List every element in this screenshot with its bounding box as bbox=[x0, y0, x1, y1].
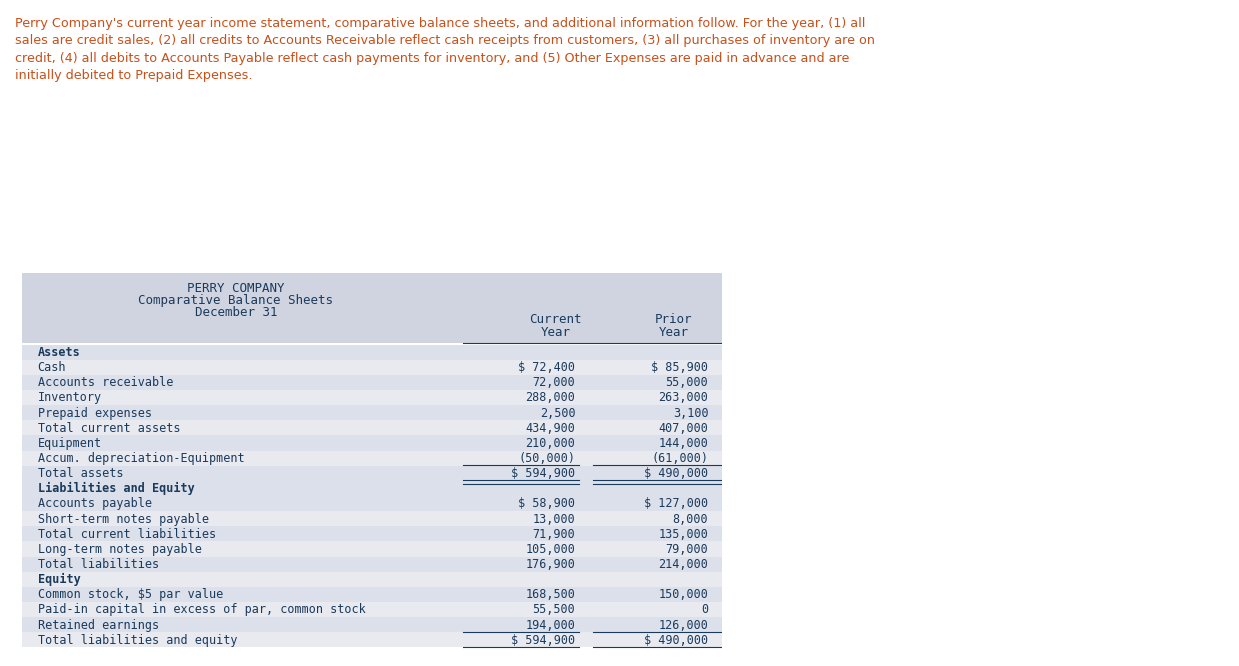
Text: Prepaid expenses: Prepaid expenses bbox=[37, 406, 151, 420]
Text: Paid-in capital in excess of par, common stock: Paid-in capital in excess of par, common… bbox=[37, 603, 366, 617]
Text: Total assets: Total assets bbox=[37, 467, 123, 480]
Bar bbox=[22, 526, 722, 541]
Bar bbox=[22, 390, 722, 405]
Text: Cash: Cash bbox=[37, 361, 66, 374]
Bar bbox=[22, 436, 722, 451]
Text: $ 85,900: $ 85,900 bbox=[652, 361, 709, 374]
Text: $ 594,900: $ 594,900 bbox=[512, 467, 575, 480]
Text: 126,000: 126,000 bbox=[658, 619, 709, 631]
Text: 288,000: 288,000 bbox=[525, 392, 575, 404]
Text: 407,000: 407,000 bbox=[658, 422, 709, 435]
Text: 194,000: 194,000 bbox=[525, 619, 575, 631]
Bar bbox=[22, 375, 722, 390]
Text: 263,000: 263,000 bbox=[658, 392, 709, 404]
Text: Comparative Balance Sheets: Comparative Balance Sheets bbox=[139, 294, 333, 307]
Bar bbox=[22, 405, 722, 420]
Bar bbox=[22, 451, 722, 466]
Bar bbox=[22, 632, 722, 647]
Text: 2,500: 2,500 bbox=[540, 406, 575, 420]
Bar bbox=[22, 466, 722, 481]
Text: Short-term notes payable: Short-term notes payable bbox=[37, 513, 208, 525]
Text: Year: Year bbox=[658, 326, 689, 340]
Text: Total liabilities and equity: Total liabilities and equity bbox=[37, 633, 237, 647]
Text: Liabilities and Equity: Liabilities and Equity bbox=[37, 482, 195, 496]
Text: Perry Company's current year income statement, comparative balance sheets, and a: Perry Company's current year income stat… bbox=[15, 17, 875, 82]
Text: Retained earnings: Retained earnings bbox=[37, 619, 159, 631]
Bar bbox=[22, 344, 722, 360]
Text: $ 490,000: $ 490,000 bbox=[644, 633, 709, 647]
Text: 168,500: 168,500 bbox=[525, 588, 575, 601]
Bar bbox=[22, 511, 722, 526]
Text: $ 127,000: $ 127,000 bbox=[644, 498, 709, 510]
Text: $ 72,400: $ 72,400 bbox=[518, 361, 575, 374]
Text: 71,900: 71,900 bbox=[533, 527, 575, 541]
Text: Common stock, $5 par value: Common stock, $5 par value bbox=[37, 588, 223, 601]
Bar bbox=[22, 360, 722, 375]
Text: 3,100: 3,100 bbox=[673, 406, 709, 420]
Text: PERRY COMPANY: PERRY COMPANY bbox=[187, 282, 285, 296]
Bar bbox=[22, 587, 722, 602]
Bar bbox=[22, 496, 722, 511]
Text: Assets: Assets bbox=[37, 346, 81, 359]
Text: 79,000: 79,000 bbox=[665, 543, 709, 556]
Text: Total current liabilities: Total current liabilities bbox=[37, 527, 216, 541]
Text: 210,000: 210,000 bbox=[525, 437, 575, 450]
Text: Equipment: Equipment bbox=[37, 437, 102, 450]
Text: 144,000: 144,000 bbox=[658, 437, 709, 450]
Text: 214,000: 214,000 bbox=[658, 558, 709, 571]
Text: Total current assets: Total current assets bbox=[37, 422, 180, 435]
Bar bbox=[22, 541, 722, 557]
Text: Prior: Prior bbox=[654, 313, 693, 326]
Text: (50,000): (50,000) bbox=[518, 452, 575, 465]
Text: 434,900: 434,900 bbox=[525, 422, 575, 435]
Bar bbox=[22, 481, 722, 496]
Text: 13,000: 13,000 bbox=[533, 513, 575, 525]
Bar bbox=[22, 617, 722, 632]
Bar bbox=[22, 602, 722, 617]
Text: 55,500: 55,500 bbox=[533, 603, 575, 617]
Text: $ 58,900: $ 58,900 bbox=[518, 498, 575, 510]
Text: Accounts payable: Accounts payable bbox=[37, 498, 151, 510]
Text: 176,900: 176,900 bbox=[525, 558, 575, 571]
Bar bbox=[22, 557, 722, 571]
Text: December 31: December 31 bbox=[195, 306, 278, 319]
Text: 0: 0 bbox=[701, 603, 709, 617]
Text: Year: Year bbox=[540, 326, 571, 340]
Text: $ 490,000: $ 490,000 bbox=[644, 467, 709, 480]
Bar bbox=[22, 571, 722, 587]
Text: Total liabilities: Total liabilities bbox=[37, 558, 159, 571]
Text: Current: Current bbox=[529, 313, 582, 326]
Text: 150,000: 150,000 bbox=[658, 588, 709, 601]
Text: (61,000): (61,000) bbox=[652, 452, 709, 465]
Text: 135,000: 135,000 bbox=[658, 527, 709, 541]
Text: Long-term notes payable: Long-term notes payable bbox=[37, 543, 202, 556]
Text: Accum. depreciation-Equipment: Accum. depreciation-Equipment bbox=[37, 452, 244, 465]
Text: 105,000: 105,000 bbox=[525, 543, 575, 556]
Text: Accounts receivable: Accounts receivable bbox=[37, 376, 173, 389]
Text: 72,000: 72,000 bbox=[533, 376, 575, 389]
Bar bbox=[22, 273, 722, 343]
Text: $ 594,900: $ 594,900 bbox=[512, 633, 575, 647]
Bar bbox=[22, 420, 722, 436]
Text: Inventory: Inventory bbox=[37, 392, 102, 404]
Text: 8,000: 8,000 bbox=[673, 513, 709, 525]
Text: 55,000: 55,000 bbox=[665, 376, 709, 389]
Text: Equity: Equity bbox=[37, 573, 81, 586]
